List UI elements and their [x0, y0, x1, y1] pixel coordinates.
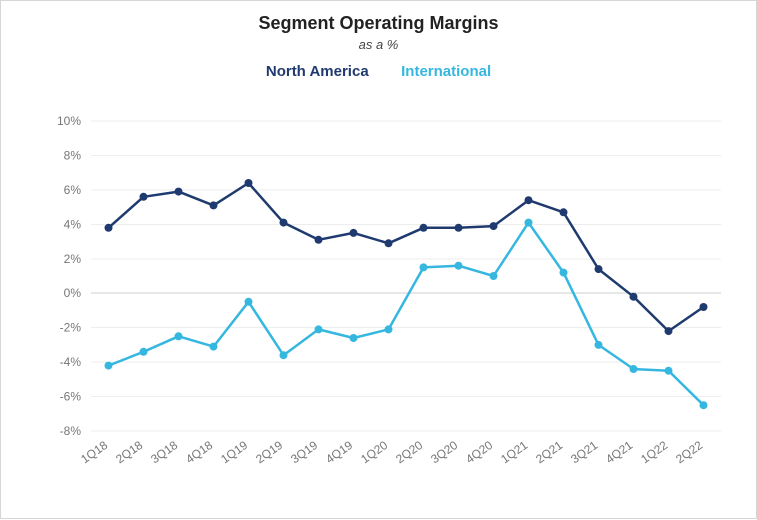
x-tick-label: 3Q18	[148, 438, 180, 466]
x-tick-label: 1Q22	[638, 438, 670, 466]
y-tick-label: 0%	[64, 286, 82, 300]
series-marker	[420, 224, 428, 232]
series-marker	[385, 239, 393, 247]
series-line	[109, 223, 704, 406]
x-tick-label: 1Q20	[358, 438, 390, 466]
series-marker	[560, 208, 568, 216]
series-marker	[525, 196, 533, 204]
y-tick-label: -8%	[60, 424, 82, 438]
series-marker	[455, 262, 463, 270]
series-marker	[665, 327, 673, 335]
series-marker	[420, 263, 428, 271]
x-tick-label: 4Q21	[603, 438, 635, 466]
series-line	[109, 183, 704, 331]
series-marker	[350, 229, 358, 237]
x-tick-label: 4Q20	[463, 438, 495, 466]
y-tick-label: 10%	[57, 114, 81, 128]
series-marker	[455, 224, 463, 232]
series-marker	[175, 332, 183, 340]
y-tick-label: -2%	[60, 321, 82, 335]
series-marker	[280, 351, 288, 359]
series-marker	[385, 325, 393, 333]
x-tick-label: 1Q18	[78, 438, 110, 466]
y-tick-label: 8%	[64, 148, 82, 162]
series-marker	[140, 348, 148, 356]
series-marker	[560, 269, 568, 277]
series-marker	[700, 401, 708, 409]
y-tick-label: 2%	[64, 252, 82, 266]
x-tick-label: 2Q18	[113, 438, 145, 466]
x-tick-label: 2Q22	[673, 438, 705, 466]
x-tick-label: 3Q19	[288, 438, 320, 466]
y-tick-label: -4%	[60, 355, 82, 369]
x-tick-label: 3Q20	[428, 438, 460, 466]
x-tick-label: 2Q20	[393, 438, 425, 466]
series-marker	[490, 272, 498, 280]
x-tick-label: 4Q19	[323, 438, 355, 466]
series-marker	[490, 222, 498, 230]
x-tick-label: 3Q21	[568, 438, 600, 466]
series-marker	[525, 219, 533, 227]
x-tick-label: 1Q21	[498, 438, 530, 466]
x-tick-label: 2Q21	[533, 438, 565, 466]
x-tick-label: 4Q18	[183, 438, 215, 466]
series-marker	[315, 325, 323, 333]
series-marker	[630, 365, 638, 373]
series-marker	[175, 188, 183, 196]
series-marker	[245, 298, 253, 306]
y-tick-label: 6%	[64, 183, 82, 197]
series-marker	[210, 201, 218, 209]
series-marker	[245, 179, 253, 187]
series-marker	[630, 293, 638, 301]
series-marker	[595, 341, 603, 349]
series-marker	[210, 343, 218, 351]
series-marker	[665, 367, 673, 375]
y-tick-label: -6%	[60, 390, 82, 404]
x-tick-label: 1Q19	[218, 438, 250, 466]
series-marker	[315, 236, 323, 244]
series-marker	[105, 362, 113, 370]
series-marker	[280, 219, 288, 227]
series-marker	[700, 303, 708, 311]
series-marker	[140, 193, 148, 201]
x-tick-label: 2Q19	[253, 438, 285, 466]
series-marker	[350, 334, 358, 342]
series-marker	[105, 224, 113, 232]
chart-container: Segment Operating Margins as a % North A…	[0, 0, 757, 519]
y-tick-label: 4%	[64, 217, 82, 231]
series-marker	[595, 265, 603, 273]
chart-plot: -8%-6%-4%-2%0%2%4%6%8%10%1Q182Q183Q184Q1…	[1, 1, 757, 520]
